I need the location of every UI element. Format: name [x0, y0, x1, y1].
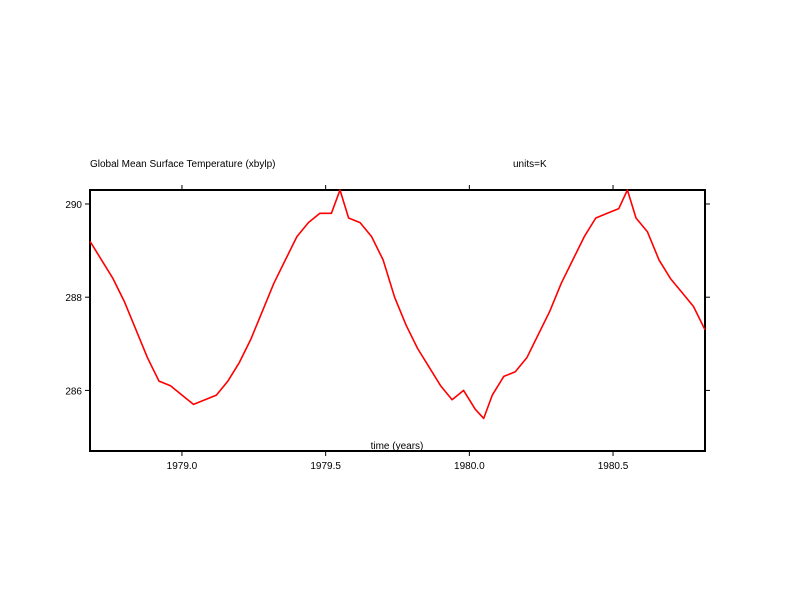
- y-tick-label: 286: [65, 386, 82, 397]
- chart-title: Global Mean Surface Temperature (xbylp): [90, 159, 275, 170]
- plot-frame: [89, 189, 706, 452]
- temperature-line: [89, 189, 706, 420]
- x-axis-label: time (years): [371, 441, 424, 452]
- y-tick-label: 290: [65, 200, 82, 211]
- y-tick-label: 288: [65, 293, 82, 304]
- x-tick-label: 1980.0: [454, 461, 485, 472]
- x-tick-label: 1980.5: [598, 461, 629, 472]
- data-series: [89, 189, 706, 420]
- x-tick-label: 1979.5: [310, 461, 341, 472]
- units-label: units=K: [513, 159, 547, 170]
- x-tick-label: 1979.0: [167, 461, 198, 472]
- axis-ticks: 1979.0 1979.5 1980.0 1980.5 286 288 290: [65, 185, 710, 472]
